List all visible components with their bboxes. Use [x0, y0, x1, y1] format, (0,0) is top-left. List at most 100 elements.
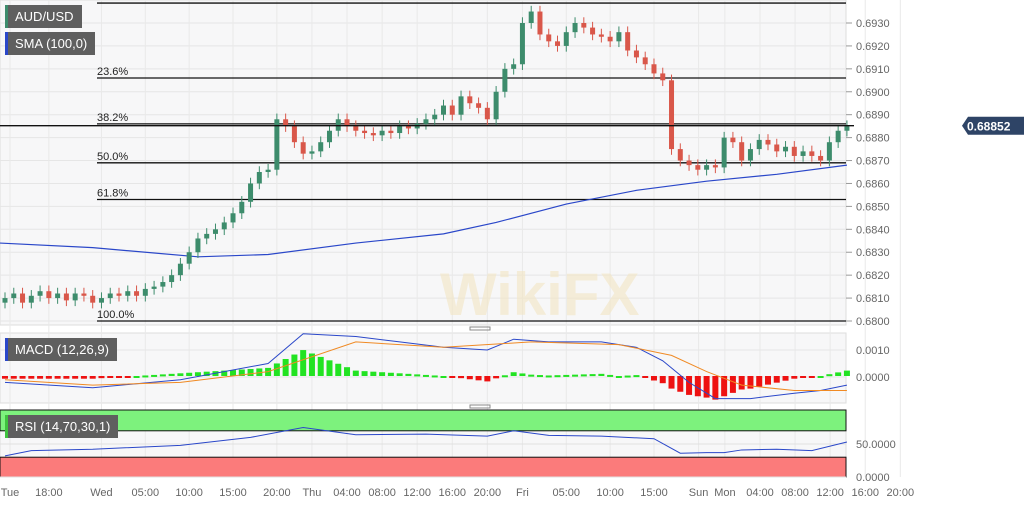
candle	[37, 291, 43, 296]
x-tick-label: 20:00	[887, 487, 915, 499]
macd-histogram-bar	[808, 376, 815, 378]
x-tick-label: Mon	[714, 487, 735, 499]
x-tick-label: 10:00	[175, 487, 203, 499]
macd-histogram-bar	[677, 376, 684, 392]
candle	[388, 130, 394, 134]
panel-resize-handle[interactable]	[469, 326, 491, 331]
candle	[63, 293, 69, 301]
candle	[98, 298, 104, 303]
y-tick-label: 0.0010	[856, 345, 890, 357]
candle	[800, 151, 806, 156]
legend-sma[interactable]: SMA (100,0)	[5, 32, 96, 55]
candle	[46, 291, 52, 299]
macd-histogram-bar	[300, 350, 307, 376]
macd-histogram-bar	[791, 376, 798, 379]
candle	[537, 11, 543, 35]
macd-histogram-bar	[405, 373, 412, 376]
overbought-zone	[0, 409, 847, 432]
candle	[528, 11, 534, 24]
x-tick-label: 15:00	[640, 487, 668, 499]
candle	[239, 201, 245, 214]
candle	[186, 252, 192, 264]
macd-histogram-bar	[72, 376, 79, 379]
macd-histogram-bar	[668, 376, 675, 389]
macd-panel	[0, 332, 847, 404]
macd-histogram-bar	[247, 368, 254, 376]
macd-histogram-bar	[45, 376, 52, 379]
x-tick-label: 08:00	[781, 487, 809, 499]
candle	[212, 229, 218, 234]
x-tick-label: Sun	[689, 487, 709, 499]
macd-histogram-bar	[764, 376, 771, 385]
legend-rsi[interactable]: RSI (14,70,30,1)	[5, 415, 119, 438]
candle	[519, 23, 525, 65]
legend-symbol[interactable]: AUD/USD	[5, 5, 82, 28]
candle	[423, 119, 429, 124]
candle	[739, 142, 745, 161]
macd-histogram-bar	[168, 373, 175, 376]
macd-histogram-bar	[598, 373, 605, 376]
y-tick-label: 0.6800	[856, 316, 890, 328]
watermark-wikifx: WikiFX	[440, 261, 639, 328]
candle	[809, 151, 815, 156]
y-tick-label: 0.6850	[856, 201, 890, 213]
candle	[11, 293, 17, 299]
signal-line	[4, 341, 847, 391]
macd-histogram-bar	[650, 376, 657, 381]
macd-histogram-bar	[177, 373, 184, 376]
macd-histogram-bar	[712, 376, 719, 400]
candle	[633, 50, 639, 58]
candle	[160, 282, 166, 287]
candle	[116, 293, 122, 296]
y-tick-label: 50.0000	[856, 439, 896, 451]
x-tick-label: 20:00	[263, 487, 291, 499]
candle	[107, 293, 113, 299]
macd-histogram-bar	[458, 376, 465, 379]
candle	[90, 295, 96, 303]
y-tick-label: 0.0000	[856, 372, 890, 384]
candle	[590, 27, 596, 35]
macd-histogram-bar	[431, 375, 438, 378]
candle	[81, 293, 87, 296]
candle	[642, 57, 648, 65]
candle	[818, 155, 824, 161]
candle	[204, 233, 210, 239]
macd-histogram-bar	[230, 370, 237, 376]
candle	[712, 165, 718, 168]
candle	[730, 137, 736, 143]
sma-line	[0, 164, 847, 258]
macd-histogram-bar	[572, 374, 579, 377]
candle	[695, 165, 701, 170]
candle	[476, 103, 482, 108]
candle	[353, 126, 359, 131]
macd-histogram-bar	[554, 375, 561, 378]
candle	[151, 286, 157, 289]
legend-macd[interactable]: MACD (12,26,9)	[5, 338, 117, 361]
macd-histogram-bar	[221, 370, 228, 376]
candle	[774, 144, 780, 152]
candle	[291, 126, 297, 143]
macd-histogram-bar	[10, 376, 17, 379]
macd-histogram-bar	[273, 363, 280, 376]
macd-histogram-bar	[238, 369, 245, 376]
macd-histogram-bar	[440, 376, 447, 378]
macd-histogram-bar	[773, 376, 780, 383]
candle	[379, 130, 385, 136]
y-tick-label: 0.6890	[856, 110, 890, 122]
candle	[563, 32, 569, 46]
candle	[195, 238, 201, 253]
macd-histogram-bar	[133, 376, 140, 378]
rsi-line	[4, 426, 848, 457]
macd-histogram-bar	[151, 374, 158, 377]
fib-label: 23.6%	[97, 66, 128, 78]
x-tick-label: 10:00	[596, 487, 624, 499]
macd-histogram-bar	[422, 374, 429, 377]
y-tick-label: 0.6840	[856, 224, 890, 236]
macd-histogram-bar	[519, 373, 526, 376]
panel-resize-handle[interactable]	[469, 404, 491, 409]
macd-histogram-bar	[580, 374, 587, 377]
macd-histogram-bar	[800, 376, 807, 378]
candle	[318, 142, 324, 152]
candle	[546, 34, 552, 42]
